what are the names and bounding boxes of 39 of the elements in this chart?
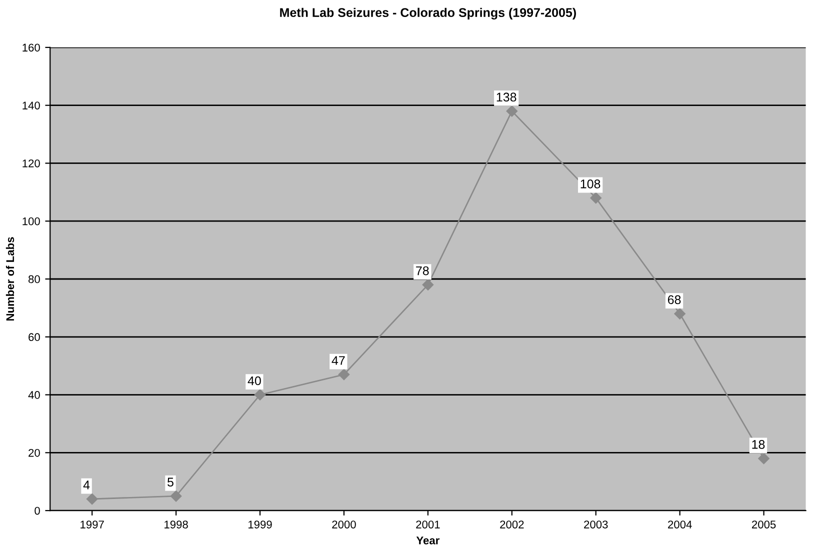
x-tick-label: 1998 [164,520,188,528]
y-tick-label: 0 [34,506,40,515]
y-tick-label: 160 [22,44,40,52]
point [758,452,770,464]
x-tick-label: 2005 [752,520,776,528]
point [254,389,266,400]
data-label: 68 [668,295,681,304]
y-tick-label: 80 [28,275,40,284]
y-axis-title: Number of Labs [6,237,14,321]
point [674,308,686,320]
x-tick-label: 2004 [668,520,692,528]
data-label: 5 [168,478,174,486]
chart-title: Meth Lab Seizures - Colorado Springs (1997-2005) [280,8,576,20]
data-label: 4 [83,480,90,490]
x-axis-title: Year [416,536,440,544]
point [422,279,434,290]
x-tick-label: 2001 [416,520,440,528]
y-tick-label: 100 [22,217,40,226]
y-tick-label: 60 [28,333,40,342]
data-label: 108 [580,180,600,188]
point [338,368,350,380]
point [86,493,98,505]
x-tick-label: 2003 [584,520,608,528]
data-label: 78 [416,266,429,276]
point [170,490,182,502]
x-tick-label: 1997 [80,520,104,528]
y-tick-label: 40 [28,391,40,399]
x-tick-label: 2002 [500,520,524,528]
point [590,192,602,204]
data-label: 138 [496,92,516,102]
y-tick-label: 20 [28,448,40,457]
x-tick-label: 2000 [332,520,356,528]
data-label: 18 [752,440,765,449]
data-label: 47 [332,356,345,365]
x-tick-label: 1999 [248,520,272,528]
point [506,106,518,117]
y-tick-label: 140 [22,102,40,110]
y-tick-label: 120 [22,159,40,168]
data-label: 40 [248,376,261,386]
